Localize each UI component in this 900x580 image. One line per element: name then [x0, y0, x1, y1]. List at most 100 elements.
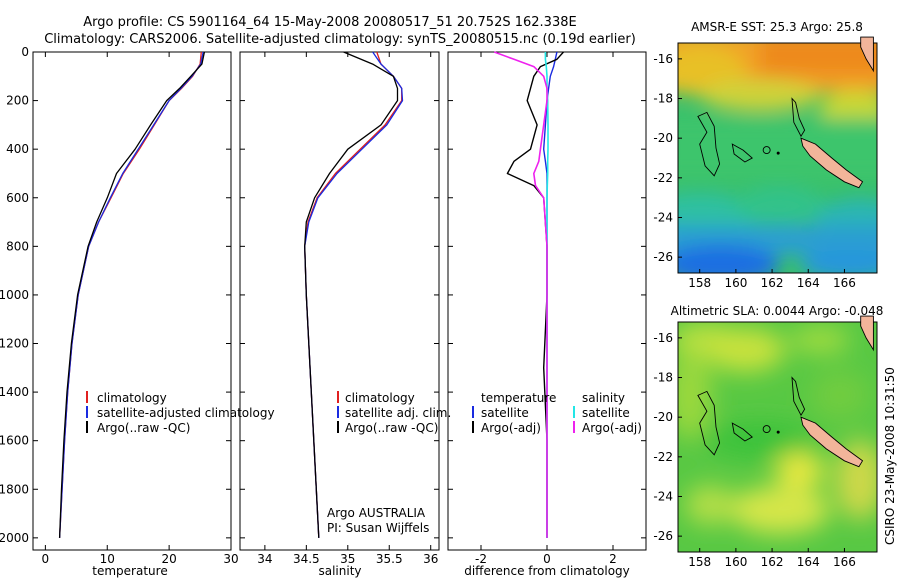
- series-line-climatology: [58, 51, 202, 538]
- x-tick-label: -2: [475, 552, 487, 566]
- argo-credit-line-2: PI: Susan Wijffels: [327, 521, 429, 535]
- map-x-tick-label: 160: [724, 276, 747, 290]
- legend-header-temperature: temperature: [481, 391, 556, 405]
- map-y-tick-label: -20: [653, 131, 673, 145]
- y-tick-label: 800: [6, 239, 29, 253]
- x-tick-label: 30: [223, 552, 238, 566]
- x-tick-label: 34.5: [293, 552, 320, 566]
- series-line-temperature-satellite: [543, 51, 558, 538]
- sst-map-title: AMSR-E SST: 25.3 Argo: 25.8: [691, 20, 863, 34]
- map-y-tick-label: -26: [653, 250, 673, 264]
- legend-label-climatology: climatology: [345, 391, 415, 405]
- temperature-xlabel: temperature: [92, 564, 167, 578]
- map-x-tick-label: 164: [797, 276, 820, 290]
- map-y-tick-label: -22: [653, 450, 673, 464]
- x-tick-label: 35.5: [376, 552, 403, 566]
- sla-map-field: [678, 322, 877, 552]
- series-line-satellite-adj-clim-: [304, 51, 404, 538]
- y-tick-label: 1000: [0, 288, 29, 302]
- x-tick-label: 2: [609, 552, 617, 566]
- series-line-argo-raw-qc-: [58, 51, 206, 538]
- argo-credit-line-1: Argo AUSTRALIA: [327, 506, 426, 520]
- salinity-legend: climatology satellite adj. clim. Argo(..…: [327, 391, 451, 535]
- legend-label-temp-argo: Argo(-adj): [481, 421, 541, 435]
- salinity-xlabel: salinity: [318, 564, 361, 578]
- legend-label-satellite: satellite adj. clim.: [345, 406, 451, 420]
- salinity-panel-frame: [239, 51, 440, 551]
- difference-xlabel: difference from climatology: [464, 564, 630, 578]
- map-x-tick-label: 166: [833, 276, 856, 290]
- y-tick-label: 1800: [0, 482, 29, 496]
- legend-label-temp-satellite: satellite: [481, 406, 529, 420]
- reef-ring: [762, 146, 771, 155]
- temperature-panel-frame: [32, 51, 232, 551]
- y-tick-label: 2000: [0, 531, 29, 545]
- legend-header-salinity: salinity: [582, 391, 625, 405]
- legend-label-argo: Argo(..raw -QC): [345, 421, 438, 435]
- legend-label-sal-argo: Argo(-adj): [582, 421, 642, 435]
- vanuatu-coast: [860, 315, 874, 352]
- map-x-tick-label: 164: [797, 555, 820, 569]
- x-tick-label: 20: [161, 552, 176, 566]
- map-y-tick-label: -20: [653, 410, 673, 424]
- y-tick-label: 0: [21, 45, 29, 59]
- map-y-tick-label: -24: [653, 210, 673, 224]
- x-tick-label: 0: [543, 552, 551, 566]
- sst-map-axes: 158 160 162 164 166 -16 -18 -20 -22 -24 -26: [653, 36, 874, 290]
- y-tick-label: 200: [6, 94, 29, 108]
- map-y-tick-label: -16: [653, 331, 673, 345]
- x-tick-label: 0: [42, 552, 50, 566]
- csiro-timestamp: CSIRO 23-May-2008 10:31:50: [883, 367, 897, 545]
- legend-label-sal-satellite: satellite: [582, 406, 630, 420]
- vanuatu-coast: [860, 36, 874, 73]
- entrecasteaux-reef: [791, 97, 806, 138]
- y-tick-label: 1200: [0, 337, 29, 351]
- difference-plot: -2 0 2: [448, 51, 646, 566]
- y-tick-label: 600: [6, 191, 29, 205]
- map-x-tick-label: 158: [688, 276, 711, 290]
- chesterfield-reef: [697, 390, 721, 456]
- map-x-tick-label: 162: [761, 555, 784, 569]
- legend-label-climatology: climatology: [97, 391, 167, 405]
- x-tick-label: 36: [423, 552, 438, 566]
- map-x-tick-label: 160: [724, 555, 747, 569]
- legend-label-argo: Argo(..raw -QC): [97, 421, 190, 435]
- new-caledonia-coast: [800, 137, 864, 189]
- series-line-salinity-argo-adj-: [493, 51, 548, 538]
- temperature-plot: 0 10 20 30 0 200 400 600 800 1000 1200 1400 1600 1800…: [0, 45, 239, 566]
- difference-legend: temperature salinity satellite Argo(-adj…: [472, 391, 642, 435]
- bellona-reef: [731, 422, 753, 442]
- float-position-marker: [776, 430, 780, 434]
- entrecasteaux-reef: [791, 376, 806, 417]
- temperature-legend: climatology satellite-adjusted climatolo…: [86, 391, 275, 435]
- series-line-satellite-adjusted-climatology: [58, 51, 204, 538]
- y-tick-label: 1600: [0, 434, 29, 448]
- y-tick-label: 1400: [0, 385, 29, 399]
- x-tick-label: 35: [340, 552, 355, 566]
- sst-map-frame: [677, 42, 878, 274]
- sla-map-frame: [677, 321, 878, 553]
- map-x-tick-label: 158: [688, 555, 711, 569]
- map-y-tick-label: -22: [653, 171, 673, 185]
- map-x-tick-label: 162: [761, 276, 784, 290]
- sst-map-field: [678, 43, 877, 273]
- map-y-tick-label: -18: [653, 92, 673, 106]
- new-caledonia-coast: [800, 416, 864, 468]
- title-line-1: Argo profile: CS 5901164_64 15-May-2008 …: [83, 15, 576, 30]
- y-tick-label: 400: [6, 142, 29, 156]
- map-x-tick-label: 166: [833, 555, 856, 569]
- salinity-plot: 34 34.5 35 35.5 36: [240, 51, 439, 566]
- chesterfield-reef: [697, 111, 721, 177]
- map-y-tick-label: -18: [653, 371, 673, 385]
- float-position-marker: [776, 151, 780, 155]
- x-tick-label: 34: [257, 552, 272, 566]
- x-tick-label: 10: [100, 552, 115, 566]
- series-line-argo-raw-qc-: [304, 51, 399, 538]
- legend-label-satellite: satellite-adjusted climatology: [97, 406, 275, 420]
- map-y-tick-label: -24: [653, 489, 673, 503]
- map-y-tick-label: -16: [653, 52, 673, 66]
- series-line-temperature-argo-adj-: [506, 51, 565, 538]
- sla-map-title: Altimetric SLA: 0.0044 Argo: -0.048: [671, 304, 884, 318]
- title-line-2: Climatology: CARS2006. Satellite-adjuste…: [44, 32, 636, 47]
- map-y-tick-label: -26: [653, 529, 673, 543]
